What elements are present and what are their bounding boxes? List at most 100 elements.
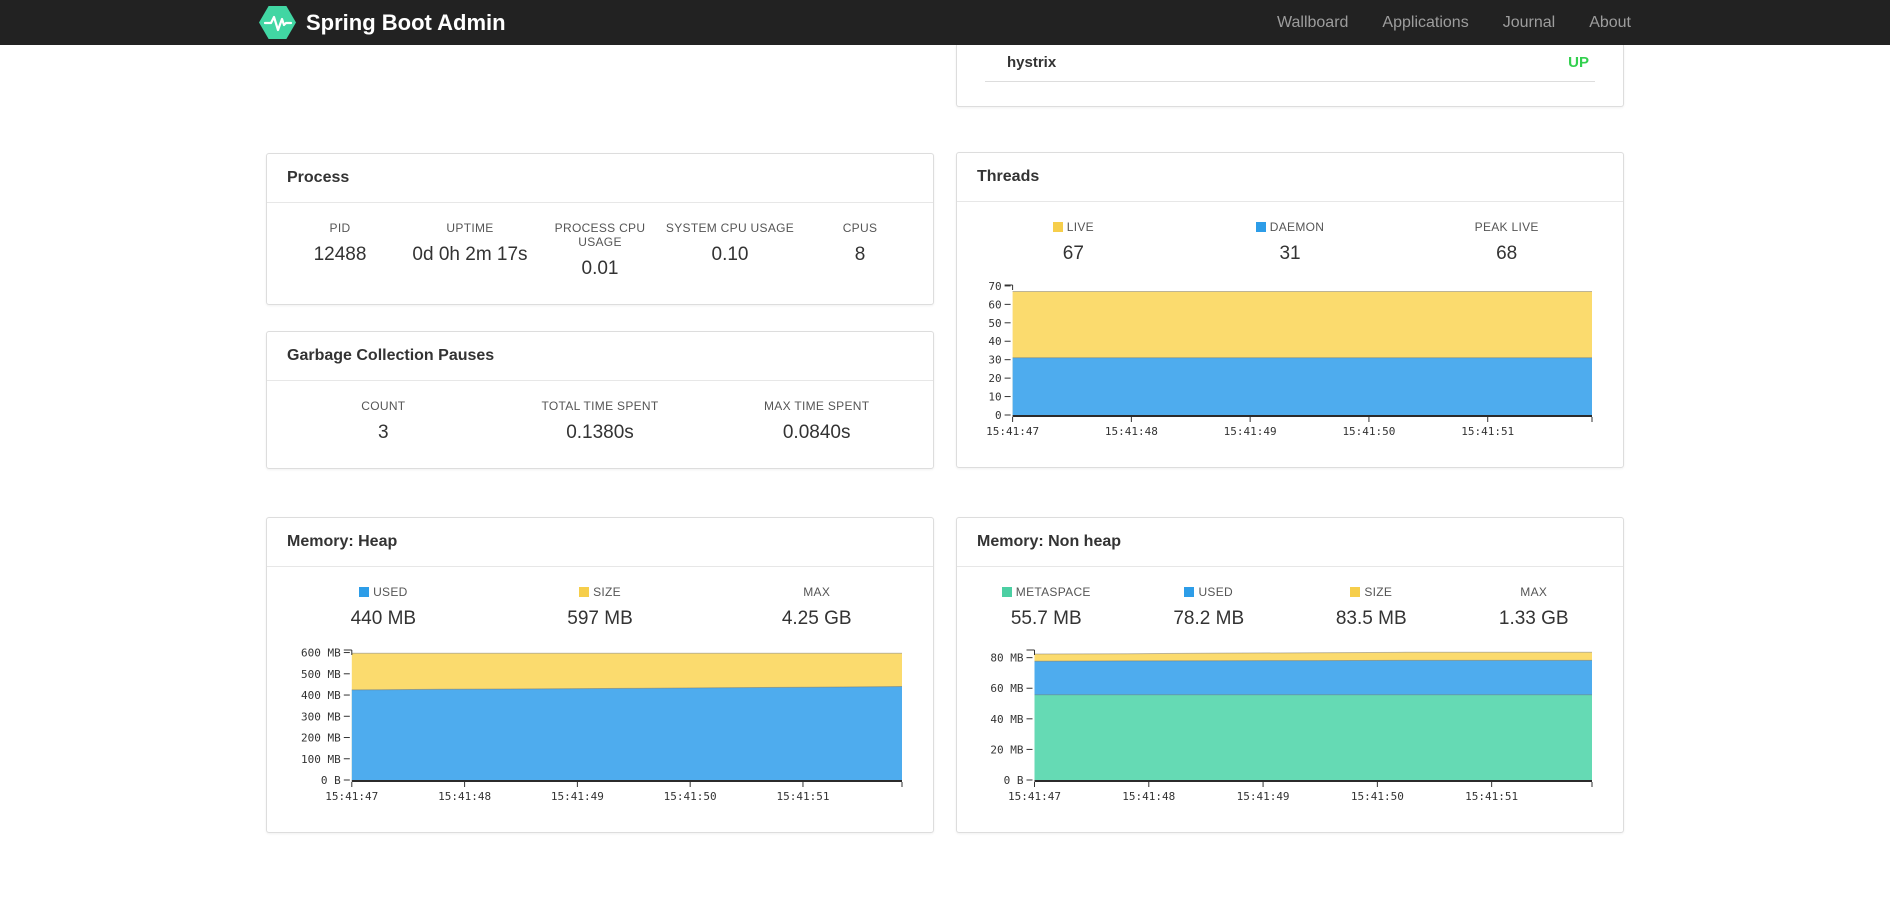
- svg-text:15:41:48: 15:41:48: [1122, 790, 1175, 803]
- svg-text:15:41:51: 15:41:51: [776, 790, 829, 803]
- svg-text:15:41:49: 15:41:49: [1224, 425, 1277, 438]
- svg-text:15:41:51: 15:41:51: [1461, 425, 1514, 438]
- metric-threads-live: LIVE 67: [965, 220, 1182, 265]
- memory-nonheap-panel-title: Memory: Non heap: [957, 518, 1623, 567]
- svg-text:15:41:50: 15:41:50: [664, 790, 717, 803]
- svg-text:80 MB: 80 MB: [990, 652, 1023, 665]
- svg-text:15:41:49: 15:41:49: [1237, 790, 1290, 803]
- threads-panel: Threads LIVE 67 DAEMON: [956, 152, 1624, 468]
- metric-heap-used: USED 440 MB: [350, 585, 417, 629]
- threads-panel-body: LIVE 67 DAEMON 31 PEAK LIVE 68: [957, 202, 1623, 467]
- svg-text:20: 20: [988, 372, 1001, 385]
- main-content-row-1: Process PID 12488 UPTIME 0d 0h 2m 17s PR…: [266, 45, 1624, 469]
- metric-threads-daemon: DAEMON 31: [1182, 220, 1399, 265]
- memory-heap-panel-title: Memory: Heap: [267, 518, 933, 567]
- process-metrics: PID 12488 UPTIME 0d 0h 2m 17s PROCESS CP…: [275, 221, 925, 280]
- memory-nonheap-panel-body: METASPACE 55.7 MB USED 78.2 MB: [957, 567, 1623, 832]
- heap-legend: USED 440 MB SIZE 597 MB MAX 4.25 GB: [275, 585, 925, 630]
- memory-heap-panel: Memory: Heap USED 440 MB SIZE: [266, 517, 934, 833]
- brand-link[interactable]: Spring Boot Admin: [259, 6, 506, 39]
- health-panel: hystrix UP: [956, 45, 1624, 107]
- svg-text:15:41:49: 15:41:49: [551, 790, 604, 803]
- metric-gc-total-time: TOTAL TIME SPENT 0.1380s: [541, 399, 659, 443]
- metric-uptime: UPTIME 0d 0h 2m 17s: [412, 221, 528, 265]
- nav-link-applications[interactable]: Applications: [1382, 13, 1469, 31]
- memory-heap-panel-body: USED 440 MB SIZE 597 MB MAX 4.25 GB: [267, 567, 933, 832]
- svg-text:50: 50: [988, 317, 1001, 330]
- svg-text:40 MB: 40 MB: [990, 713, 1023, 726]
- nav-link-journal[interactable]: Journal: [1502, 13, 1556, 31]
- threads-chart: 0 10 20 30 40 50 60 70 15:41:47 15:41:48 15:41:49 1…: [965, 275, 1615, 443]
- metric-nonheap-max: MAX 1.33 GB: [1498, 585, 1569, 629]
- memory-heap-chart: 0 B 100 MB 200 MB 300 MB 400 MB 500 MB 600 MB 1…: [275, 640, 925, 808]
- nav-links: Wallboard Applications Journal About: [1277, 14, 1631, 32]
- status-badge-up: UP: [1568, 54, 1589, 71]
- svg-text:0: 0: [995, 409, 1002, 422]
- metric-heap-size: SIZE 597 MB: [567, 585, 633, 629]
- metric-threads-peak-live: PEAK LIVE 68: [1474, 220, 1539, 264]
- daemon-legend-swatch: [1255, 222, 1266, 232]
- svg-text:15:41:47: 15:41:47: [325, 790, 378, 803]
- nav-link-about[interactable]: About: [1589, 13, 1631, 31]
- left-column: Process PID 12488 UPTIME 0d 0h 2m 17s PR…: [266, 45, 934, 469]
- svg-text:500 MB: 500 MB: [301, 668, 341, 681]
- metric-heap-max: MAX 4.25 GB: [781, 585, 852, 629]
- heap-size-legend-swatch: [579, 587, 590, 597]
- health-row-hystrix[interactable]: hystrix UP: [985, 45, 1595, 82]
- metric-system-cpu-usage: SYSTEM CPU USAGE 0.10: [665, 221, 795, 265]
- memory-nonheap-chart: 0 B 20 MB 40 MB 60 MB 80 MB 15:41:47 15:41:48 1…: [965, 640, 1615, 808]
- live-legend-swatch: [1052, 222, 1063, 232]
- process-panel: Process PID 12488 UPTIME 0d 0h 2m 17s PR…: [266, 153, 934, 305]
- gc-pauses-panel-body: COUNT 3 TOTAL TIME SPENT 0.1380s MAX TIM…: [267, 381, 933, 468]
- threads-legend: LIVE 67 DAEMON 31 PEAK LIVE 68: [965, 220, 1615, 265]
- left-column-row2: Memory: Heap USED 440 MB SIZE: [266, 517, 934, 833]
- nonheap-used-legend-swatch: [1184, 587, 1195, 597]
- brand-title: Spring Boot Admin: [306, 9, 506, 35]
- metric-nonheap-size: SIZE 83.5 MB: [1335, 585, 1407, 629]
- nav-link-wallboard[interactable]: Wallboard: [1276, 13, 1349, 31]
- process-panel-title: Process: [267, 154, 933, 203]
- navbar-container: Spring Boot Admin Wallboard Applications…: [259, 0, 1631, 45]
- metaspace-legend-swatch: [1001, 587, 1012, 597]
- svg-text:400 MB: 400 MB: [301, 689, 341, 702]
- svg-text:15:41:50: 15:41:50: [1351, 790, 1404, 803]
- right-column: hystrix UP Threads LIVE 67: [956, 45, 1624, 468]
- svg-text:200 MB: 200 MB: [301, 732, 341, 745]
- gc-pauses-panel: Garbage Collection Pauses COUNT 3 TOTAL …: [266, 331, 934, 469]
- svg-text:0 B: 0 B: [321, 774, 341, 787]
- svg-text:15:41:50: 15:41:50: [1342, 425, 1395, 438]
- spring-boot-admin-logo-icon: [259, 6, 296, 39]
- svg-text:15:41:51: 15:41:51: [1465, 790, 1518, 803]
- health-app-name: hystrix: [1007, 54, 1057, 71]
- right-column-row2: Memory: Non heap METASPACE 55.7 MB USED: [956, 517, 1624, 833]
- svg-text:15:41:48: 15:41:48: [438, 790, 491, 803]
- metric-gc-max-time: MAX TIME SPENT 0.0840s: [764, 399, 870, 443]
- process-panel-body: PID 12488 UPTIME 0d 0h 2m 17s PROCESS CP…: [267, 203, 933, 304]
- metric-gc-count: COUNT 3: [361, 399, 406, 443]
- nonheap-size-legend-swatch: [1350, 587, 1361, 597]
- svg-text:15:41:48: 15:41:48: [1105, 425, 1158, 438]
- nonheap-legend: METASPACE 55.7 MB USED 78.2 MB: [965, 585, 1615, 630]
- metric-nonheap-used: USED 78.2 MB: [1173, 585, 1245, 629]
- heap-used-legend-swatch: [359, 587, 370, 597]
- metric-nonheap-metaspace: METASPACE 55.7 MB: [965, 585, 1128, 630]
- metric-cpus: CPUS 8: [842, 221, 878, 265]
- svg-text:15:41:47: 15:41:47: [1008, 790, 1061, 803]
- svg-text:300 MB: 300 MB: [301, 710, 341, 723]
- main-content-row-2: Memory: Heap USED 440 MB SIZE: [266, 517, 1624, 833]
- top-navbar: Spring Boot Admin Wallboard Applications…: [0, 0, 1890, 45]
- svg-text:600 MB: 600 MB: [301, 647, 341, 660]
- svg-text:20 MB: 20 MB: [990, 743, 1023, 756]
- gc-metrics: COUNT 3 TOTAL TIME SPENT 0.1380s MAX TIM…: [275, 399, 925, 444]
- svg-text:15:41:47: 15:41:47: [986, 425, 1039, 438]
- gc-pauses-panel-title: Garbage Collection Pauses: [267, 332, 933, 381]
- svg-text:60: 60: [988, 298, 1001, 311]
- svg-text:0 B: 0 B: [1004, 774, 1024, 787]
- svg-text:30: 30: [988, 354, 1001, 367]
- metric-process-cpu-usage: PROCESS CPU USAGE 0.01: [554, 221, 646, 279]
- svg-text:100 MB: 100 MB: [301, 753, 341, 766]
- svg-text:70: 70: [988, 280, 1001, 293]
- metric-pid: PID 12488: [313, 221, 367, 265]
- svg-text:10: 10: [988, 391, 1001, 404]
- svg-text:40: 40: [988, 335, 1001, 348]
